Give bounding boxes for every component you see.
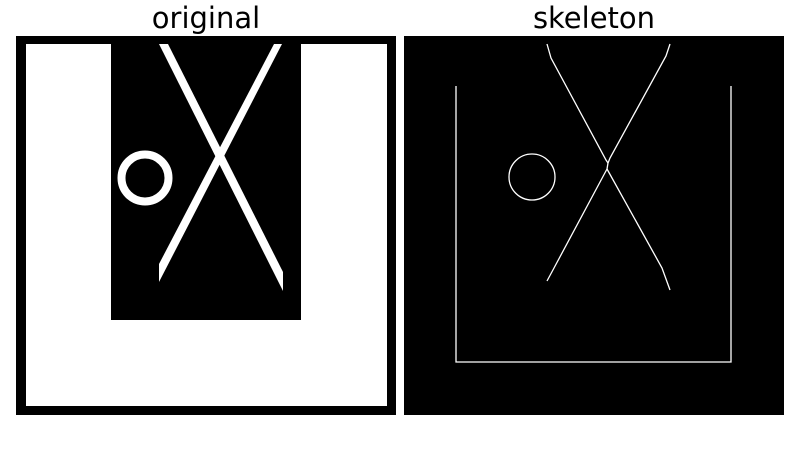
original-image [16,36,396,415]
u-skeleton-line [455,86,732,363]
x-stroke-down [159,44,283,291]
skeleton-image-panel [404,36,784,415]
skeleton-background [404,36,784,415]
ring-skeleton [508,153,556,201]
x-skeleton-lower-left [546,168,608,282]
x-skeleton-junction [606,162,609,170]
skeleton-image [404,36,784,415]
ring-shape [117,150,173,206]
x-skeleton-upper-right [607,43,671,164]
panel-title-skeleton: skeleton [532,1,656,35]
x-stroke-up [159,44,282,282]
panel-title-original: original [151,1,261,35]
x-skeleton-upper-left [546,43,609,164]
x-skeleton-lower-right [606,168,671,291]
original-image-panel [16,36,396,415]
